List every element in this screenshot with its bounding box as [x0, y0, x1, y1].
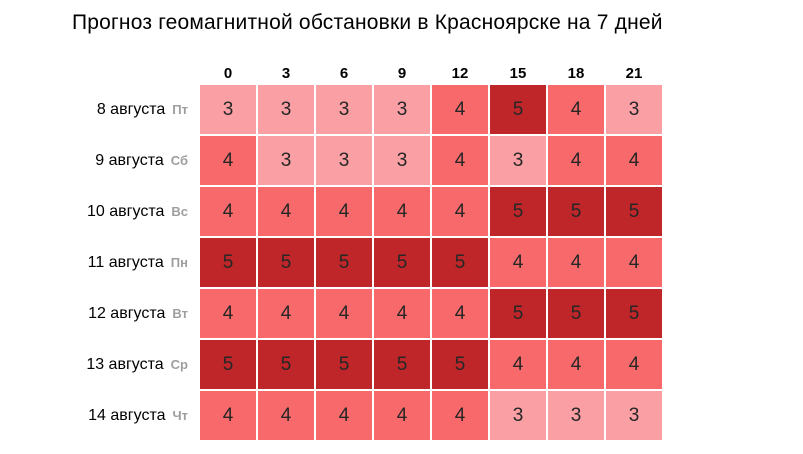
- heatmap-cell: 5: [606, 187, 662, 236]
- heatmap-cell: 4: [432, 391, 488, 440]
- hour-header: 9: [397, 65, 407, 82]
- heatmap-cell: 5: [200, 238, 256, 287]
- row-label: 8 августа Пт: [0, 85, 198, 134]
- row-label: 12 августа Вт: [0, 289, 198, 338]
- heatmap-cell: 5: [490, 289, 546, 338]
- heatmap-cell: 4: [374, 391, 430, 440]
- heatmap-cell: 5: [432, 340, 488, 389]
- heatmap-cell: 4: [432, 136, 488, 185]
- heatmap-cell: 5: [490, 85, 546, 134]
- heatmap-cell: 4: [200, 391, 256, 440]
- heatmap-cell: 5: [374, 238, 430, 287]
- row-weekday-label: Сб: [170, 153, 188, 168]
- hour-header: 0: [223, 65, 233, 82]
- row-label: 9 августа Сб: [0, 136, 198, 185]
- heatmap-cell: 5: [490, 187, 546, 236]
- heatmap-cell: 3: [490, 391, 546, 440]
- row-date-label: 14 августа: [88, 406, 166, 424]
- heatmap-cell: 4: [374, 289, 430, 338]
- heatmap-cell: 4: [200, 289, 256, 338]
- row-label: 10 августа Вс: [0, 187, 198, 236]
- heatmap-cell: 4: [258, 289, 314, 338]
- heatmap-cell: 5: [258, 238, 314, 287]
- row-date-label: 13 августа: [86, 355, 164, 373]
- row-date-label: 12 августа: [88, 304, 166, 322]
- heatmap-cell: 4: [606, 238, 662, 287]
- corner-spacer: [0, 56, 198, 83]
- row-weekday-label: Ср: [170, 357, 188, 372]
- heatmap-cell: 3: [200, 85, 256, 134]
- heatmap-cell: 3: [548, 391, 604, 440]
- heatmap-cell: 4: [316, 289, 372, 338]
- heatmap-cell: 3: [258, 136, 314, 185]
- row-date-label: 8 августа: [96, 100, 166, 118]
- hour-header: 6: [339, 65, 349, 82]
- heatmap-cell: 4: [432, 187, 488, 236]
- hour-header: 15: [509, 65, 527, 82]
- row-weekday-label: Вт: [172, 306, 188, 321]
- heatmap-cell: 4: [548, 238, 604, 287]
- heatmap-cell: 4: [200, 187, 256, 236]
- heatmap-cell: 5: [374, 340, 430, 389]
- heatmap-cell: 4: [374, 187, 430, 236]
- heatmap-cell: 5: [316, 238, 372, 287]
- heatmap-cell: 5: [548, 187, 604, 236]
- heatmap-cell: 3: [490, 136, 546, 185]
- heatmap-cell: 3: [316, 136, 372, 185]
- heatmap-cell: 4: [258, 187, 314, 236]
- row-weekday-label: Пн: [170, 255, 188, 270]
- hour-header: 3: [281, 65, 291, 82]
- page-title: Прогноз геомагнитной обстановки в Красно…: [72, 11, 663, 34]
- hour-header: 18: [567, 65, 585, 82]
- hour-header: 21: [625, 65, 643, 82]
- heatmap-cell: 5: [200, 340, 256, 389]
- heatmap-cell: 5: [258, 340, 314, 389]
- heatmap-cell: 3: [374, 85, 430, 134]
- heatmap-cell: 4: [606, 340, 662, 389]
- heatmap-cell: 4: [548, 340, 604, 389]
- row-weekday-label: Чт: [172, 408, 188, 423]
- heatmap-cell: 4: [200, 136, 256, 185]
- row-label: 13 августа Ср: [0, 340, 198, 389]
- row-label: 11 августа Пн: [0, 238, 198, 287]
- heatmap-cell: 3: [316, 85, 372, 134]
- heatmap-cell: 3: [606, 85, 662, 134]
- heatmap-cell: 4: [490, 238, 546, 287]
- heatmap-cell: 3: [374, 136, 430, 185]
- heatmap-cell: 3: [606, 391, 662, 440]
- heatmap-cell: 4: [490, 340, 546, 389]
- heatmap-cell: 5: [548, 289, 604, 338]
- heatmap-cell: 5: [606, 289, 662, 338]
- forecast-heatmap: 0 3 6 9 12 15 18 21 8 августа Пт 3 3 3 3 4 5 4 3 9 августа…: [0, 56, 662, 440]
- row-date-label: 10 августа: [87, 202, 165, 220]
- heatmap-cell: 4: [258, 391, 314, 440]
- row-label: 14 августа Чт: [0, 391, 198, 440]
- heatmap-cell: 4: [432, 289, 488, 338]
- heatmap-cell: 5: [432, 238, 488, 287]
- heatmap-cell: 4: [316, 391, 372, 440]
- heatmap-cell: 4: [432, 85, 488, 134]
- heatmap-cell: 4: [548, 136, 604, 185]
- row-weekday-label: Вс: [171, 204, 188, 219]
- hour-header: 12: [451, 65, 469, 82]
- row-date-label: 9 августа: [95, 151, 164, 169]
- heatmap-cell: 3: [258, 85, 314, 134]
- row-date-label: 11 августа: [87, 253, 164, 271]
- heatmap-cell: 4: [606, 136, 662, 185]
- heatmap-cell: 4: [548, 85, 604, 134]
- heatmap-cell: 5: [316, 340, 372, 389]
- heatmap-cell: 4: [316, 187, 372, 236]
- row-weekday-label: Пт: [172, 102, 188, 117]
